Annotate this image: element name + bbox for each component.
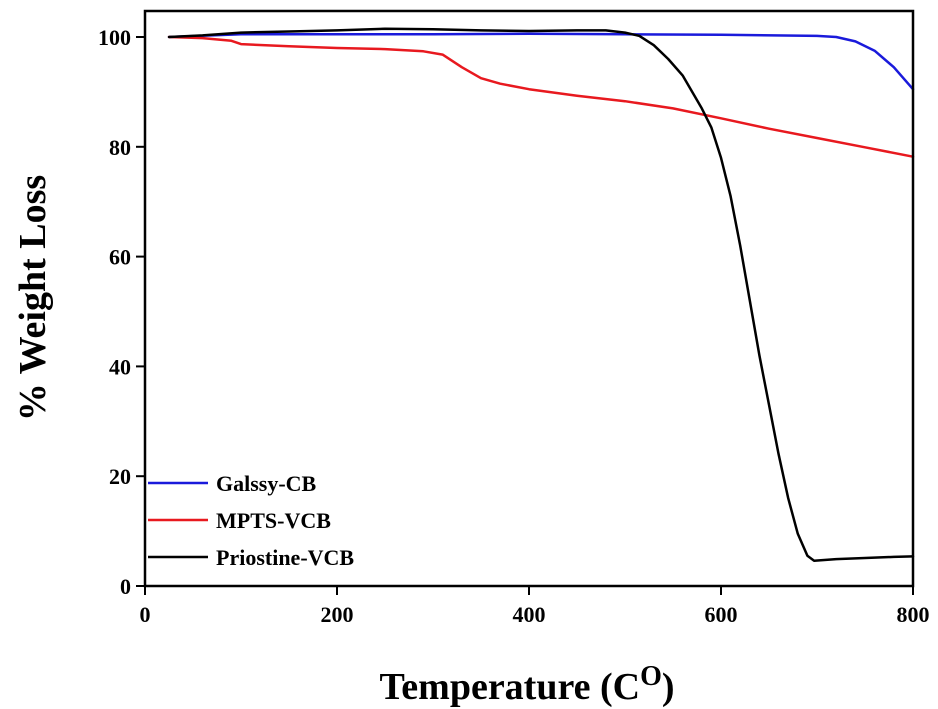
- y-tick-label-20: 20: [109, 464, 131, 489]
- legend-label-priostine-vcb: Priostine-VCB: [216, 545, 354, 570]
- y-axis-title: % Weight Loss: [12, 175, 54, 421]
- x-axis-title-close: ): [662, 666, 675, 708]
- y-tick-label-60: 60: [109, 245, 131, 270]
- y-tick-label-80: 80: [109, 135, 131, 160]
- series-layer: [167, 27, 915, 562]
- y-tick-label-40: 40: [109, 354, 131, 379]
- x-tick-label-800: 800: [897, 602, 930, 627]
- series-line-galssy-cb: [167, 32, 915, 91]
- y-tick-label-0: 0: [120, 574, 131, 599]
- x-tick-label-0: 0: [140, 602, 151, 627]
- legend: Galssy-CB MPTS-VCB Priostine-VCB: [148, 471, 354, 570]
- x-tick-label-600: 600: [705, 602, 738, 627]
- legend-label-galssy-cb: Galssy-CB: [216, 471, 317, 496]
- x-tick-label-400: 400: [513, 602, 546, 627]
- legend-item-priostine-vcb: Priostine-VCB: [148, 545, 354, 570]
- series-line-mpts-vcb: [167, 35, 915, 158]
- x-tick-label-200: 200: [321, 602, 354, 627]
- ticks-layer: 0 200 400 600 800 0 20 40 60 80 100: [98, 25, 930, 627]
- x-axis-title: Temperature (CO): [379, 661, 674, 708]
- x-axis-title-main: Temperature (C: [379, 666, 640, 708]
- x-axis-title-superscript: O: [640, 661, 662, 692]
- legend-label-mpts-vcb: MPTS-VCB: [216, 508, 331, 533]
- legend-item-galssy-cb: Galssy-CB: [148, 471, 317, 496]
- legend-item-mpts-vcb: MPTS-VCB: [148, 508, 331, 533]
- y-tick-label-100: 100: [98, 25, 131, 50]
- series-line-priostine-vcb: [167, 27, 915, 562]
- plot-frame: [143, 9, 915, 588]
